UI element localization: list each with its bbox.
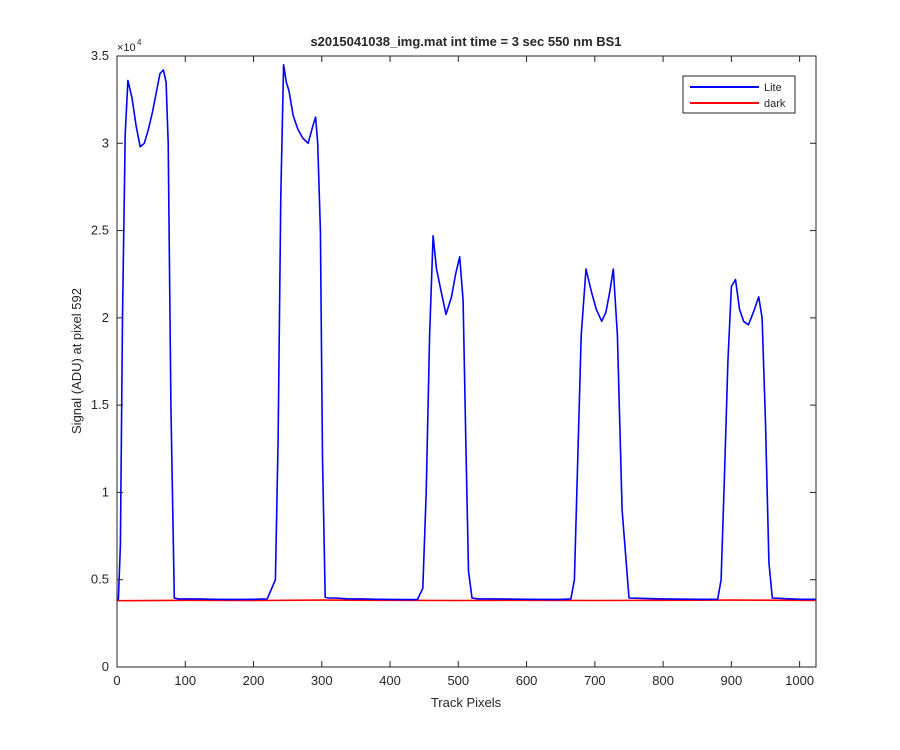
ticks-layer: 0 100 200 300 400 500 600 700 800 900 1000 0 0.5 1 1.5…	[91, 48, 816, 688]
series-line-lite	[116, 63, 816, 601]
x-tick-label: 500	[447, 673, 469, 688]
x-tick-label: 900	[721, 673, 743, 688]
y-exponent-base: ×10	[117, 42, 136, 54]
legend-label-dark: dark	[764, 98, 786, 110]
y-tick-label: 1.5	[91, 397, 109, 412]
y-exponent-power: 4	[137, 38, 142, 47]
plot-area	[117, 56, 816, 667]
y-tick-label: 2.5	[91, 223, 109, 238]
y-exponent: ×10 4	[117, 38, 142, 54]
x-axis-label: Track Pixels	[431, 695, 502, 710]
y-tick-label: 1	[102, 484, 109, 499]
y-axis-label: Signal (ADU) at pixel 592	[69, 288, 84, 434]
legend: Lite dark	[682, 75, 796, 114]
chart-title: s2015041038_img.mat int time = 3 sec 550…	[310, 34, 621, 49]
x-tick-label: 400	[379, 673, 401, 688]
x-tick-label: 0	[113, 673, 120, 688]
y-tick-label: 2	[102, 310, 109, 325]
series-layer	[116, 63, 817, 602]
y-tick-label: 0	[102, 659, 109, 674]
x-tick-label: 700	[584, 673, 606, 688]
x-tick-label: 1000	[785, 673, 814, 688]
y-tick-label: 3	[102, 135, 109, 150]
x-tick-label: 200	[243, 673, 265, 688]
legend-label-lite: Lite	[764, 82, 782, 94]
y-tick-label: 0.5	[91, 572, 109, 587]
x-tick-label: 100	[174, 673, 196, 688]
axes-box	[116, 55, 817, 668]
y-tick-label: 3.5	[91, 48, 109, 63]
x-tick-label: 300	[311, 673, 333, 688]
series-line-dark	[116, 599, 817, 602]
x-tick-label: 600	[516, 673, 538, 688]
legend-box	[682, 75, 796, 114]
x-tick-label: 800	[652, 673, 674, 688]
